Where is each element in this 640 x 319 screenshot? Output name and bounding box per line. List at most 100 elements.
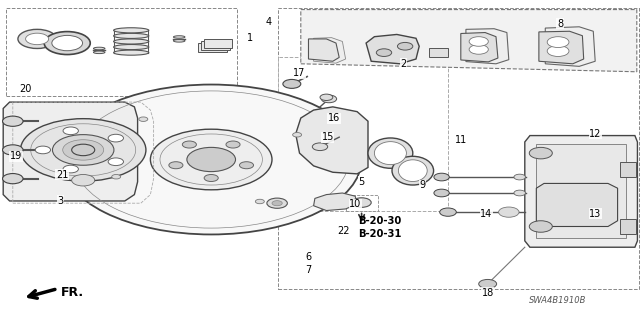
Text: 3: 3 — [58, 196, 64, 206]
Ellipse shape — [114, 44, 148, 50]
Text: 15: 15 — [321, 132, 334, 142]
Circle shape — [150, 129, 272, 190]
Ellipse shape — [368, 138, 413, 168]
Circle shape — [18, 29, 56, 48]
Text: 9: 9 — [419, 180, 426, 190]
Circle shape — [204, 174, 218, 182]
Text: 21: 21 — [56, 170, 68, 180]
Circle shape — [61, 85, 362, 234]
Circle shape — [352, 198, 371, 207]
Circle shape — [479, 279, 497, 288]
Circle shape — [72, 174, 95, 186]
Circle shape — [63, 165, 79, 173]
Ellipse shape — [173, 36, 185, 38]
Bar — [536, 144, 626, 238]
Ellipse shape — [93, 47, 105, 50]
Circle shape — [272, 201, 282, 206]
Circle shape — [169, 162, 183, 169]
Circle shape — [52, 135, 114, 165]
Ellipse shape — [398, 160, 428, 182]
Polygon shape — [308, 39, 339, 61]
Polygon shape — [525, 136, 637, 247]
Circle shape — [547, 46, 569, 56]
Text: B-20-31: B-20-31 — [358, 228, 402, 239]
Text: B-20-30: B-20-30 — [358, 216, 402, 226]
Polygon shape — [314, 38, 346, 63]
Circle shape — [3, 145, 23, 155]
Circle shape — [108, 158, 124, 166]
Text: 16: 16 — [328, 113, 340, 123]
Text: 2: 2 — [400, 59, 406, 69]
Ellipse shape — [114, 50, 148, 55]
Circle shape — [139, 117, 148, 122]
Ellipse shape — [114, 28, 148, 33]
Ellipse shape — [114, 33, 148, 39]
Circle shape — [320, 94, 333, 100]
Circle shape — [292, 133, 301, 137]
Circle shape — [267, 198, 287, 208]
Text: 22: 22 — [337, 226, 349, 236]
Polygon shape — [536, 183, 618, 226]
Ellipse shape — [114, 39, 148, 44]
Polygon shape — [301, 10, 637, 72]
Circle shape — [63, 127, 79, 135]
Circle shape — [283, 79, 301, 88]
Polygon shape — [3, 102, 138, 201]
Bar — [429, 48, 448, 57]
Bar — [620, 162, 636, 177]
Text: 8: 8 — [557, 19, 563, 29]
Text: 6: 6 — [305, 252, 312, 262]
Text: 1: 1 — [246, 33, 253, 43]
Circle shape — [3, 174, 23, 184]
Circle shape — [376, 49, 392, 56]
Circle shape — [397, 42, 413, 50]
Circle shape — [469, 45, 488, 54]
Circle shape — [3, 116, 23, 126]
Bar — [204, 39, 232, 48]
Text: 5: 5 — [358, 177, 365, 187]
Text: 12: 12 — [589, 129, 602, 139]
Circle shape — [312, 143, 328, 151]
Circle shape — [514, 174, 525, 180]
Text: SWA4B1910B: SWA4B1910B — [529, 296, 587, 305]
Text: 17: 17 — [293, 68, 306, 78]
Circle shape — [187, 147, 236, 172]
Circle shape — [321, 95, 337, 103]
Polygon shape — [545, 27, 595, 66]
Bar — [6, 8, 237, 96]
Circle shape — [529, 147, 552, 159]
Circle shape — [72, 144, 95, 156]
Polygon shape — [314, 193, 357, 211]
Circle shape — [547, 37, 569, 48]
Circle shape — [469, 37, 488, 46]
Text: 13: 13 — [589, 209, 602, 219]
Text: 20: 20 — [19, 84, 32, 94]
Circle shape — [434, 189, 449, 197]
Circle shape — [20, 119, 146, 181]
Text: 10: 10 — [349, 199, 362, 209]
Polygon shape — [466, 29, 509, 64]
Circle shape — [529, 221, 552, 232]
Text: 19: 19 — [10, 151, 22, 161]
Bar — [201, 41, 230, 50]
Bar — [346, 195, 378, 211]
Circle shape — [514, 190, 525, 196]
Ellipse shape — [93, 51, 105, 54]
Circle shape — [108, 134, 124, 142]
Circle shape — [35, 146, 51, 154]
Ellipse shape — [173, 40, 185, 42]
Ellipse shape — [392, 156, 434, 185]
Circle shape — [182, 141, 196, 148]
Circle shape — [52, 35, 83, 51]
Circle shape — [44, 32, 90, 55]
Bar — [278, 8, 639, 289]
Circle shape — [112, 174, 121, 179]
Text: 7: 7 — [305, 264, 312, 275]
Text: 11: 11 — [454, 135, 467, 145]
Circle shape — [63, 140, 104, 160]
Bar — [198, 43, 227, 52]
Ellipse shape — [374, 142, 406, 165]
Text: 4: 4 — [266, 17, 272, 27]
Polygon shape — [296, 107, 368, 174]
Polygon shape — [461, 33, 498, 62]
